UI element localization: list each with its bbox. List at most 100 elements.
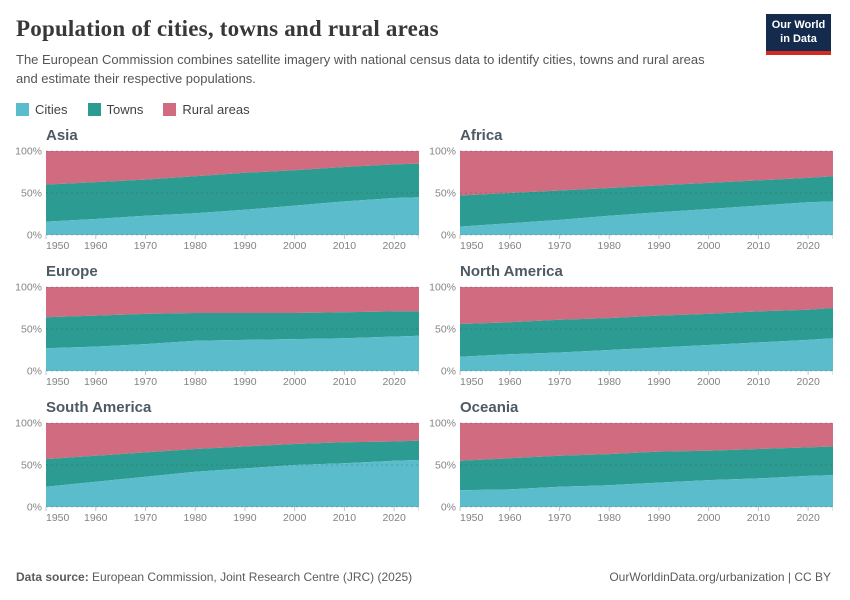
- x-tick-label: 1990: [647, 240, 671, 251]
- x-tick-label: 1980: [184, 376, 208, 387]
- panel-africa: Africa 0% 50% 100% 1950 1960 1970 1980 1990 2000 2…: [430, 121, 833, 251]
- y-tick-label: 100%: [16, 147, 42, 158]
- x-tick-label: 1970: [548, 512, 572, 523]
- chart-north-america: 0% 50% 100% 1950 1960 1970 1980 1990 2000 2010 202…: [430, 283, 833, 387]
- chart-africa: 0% 50% 100% 1950 1960 1970 1980 1990 2000 2010 202…: [430, 147, 833, 251]
- x-tick-label: 1950: [460, 240, 484, 251]
- x-tick-label: 2000: [697, 512, 721, 523]
- y-tick-label: 50%: [21, 187, 42, 199]
- legend-swatch: [87, 102, 101, 116]
- x-tick-label: 2000: [283, 376, 307, 387]
- legend-label: Cities: [35, 101, 68, 117]
- footer-link[interactable]: OurWorldinData.org/urbanization: [609, 570, 785, 584]
- x-tick-label: 2020: [382, 512, 406, 523]
- x-tick-label: 2010: [333, 512, 357, 523]
- panel-title-south-america: South America: [46, 398, 152, 416]
- x-tick-label: 1960: [498, 240, 522, 251]
- y-tick-label: 0%: [27, 501, 42, 513]
- charts-grid: Asia 0% 50% 100% 1950 1960 1970 1980 1990 2000 201…: [16, 121, 833, 529]
- x-tick-label: 1990: [233, 376, 257, 387]
- x-tick-label: 2010: [747, 240, 771, 251]
- x-tick-label: 1970: [548, 376, 572, 387]
- x-tick-label: 1990: [647, 376, 671, 387]
- y-tick-label: 0%: [27, 229, 42, 241]
- legend-item-rural-areas: Rural areas: [163, 101, 250, 117]
- x-tick-label: 2010: [747, 512, 771, 523]
- x-tick-label: 1950: [460, 376, 484, 387]
- y-tick-label: 50%: [21, 323, 42, 335]
- y-tick-label: 0%: [441, 365, 456, 377]
- header-text: Population of cities, towns and rural ar…: [16, 12, 711, 102]
- panel-title-asia: Asia: [46, 126, 78, 144]
- x-tick-label: 1950: [460, 512, 484, 523]
- x-tick-label: 2020: [796, 240, 820, 251]
- x-tick-label: 1970: [548, 240, 572, 251]
- owid-logo: Our World in Data: [766, 14, 831, 55]
- chart-asia: 0% 50% 100% 1950 1960 1970 1980 1990 2000 2010 202…: [16, 147, 419, 251]
- panel-title-north-america: North America: [460, 262, 563, 280]
- panel-north-america: North America 0% 50% 100% 1950 1960 1970 1980 19…: [430, 257, 833, 387]
- chart-europe: 0% 50% 100% 1950 1960 1970 1980 1990 2000 2010 202…: [16, 283, 419, 387]
- x-tick-label: 2000: [283, 512, 307, 523]
- x-tick-label: 2000: [697, 376, 721, 387]
- y-tick-label: 50%: [435, 187, 456, 199]
- y-tick-label: 100%: [430, 419, 456, 430]
- panel-asia: Asia 0% 50% 100% 1950 1960 1970 1980 1990 2000 201…: [16, 121, 419, 251]
- page-subtitle: The European Commission combines satelli…: [16, 52, 705, 86]
- legend-swatch: [16, 102, 29, 116]
- footer: Data source: European Commission, Joint …: [16, 564, 831, 600]
- y-tick-label: 50%: [21, 459, 42, 471]
- x-tick-label: 1990: [233, 512, 257, 523]
- panel-title-europe: Europe: [46, 262, 98, 280]
- x-tick-label: 1980: [598, 512, 622, 523]
- y-tick-label: 0%: [441, 229, 456, 241]
- header: Population of cities, towns and rural ar…: [16, 12, 831, 102]
- x-tick-label: 1970: [134, 512, 158, 523]
- chart-oceania: 0% 50% 100% 1950 1960 1970 1980 1990 2000 2010 202…: [430, 419, 833, 523]
- x-tick-label: 1970: [134, 240, 158, 251]
- footer-license: | CC BY: [784, 570, 831, 584]
- legend-item-cities: Cities: [16, 102, 68, 117]
- x-tick-label: 1980: [598, 376, 622, 387]
- legend-item-towns: Towns: [87, 102, 143, 117]
- panel-title-oceania: Oceania: [460, 398, 519, 416]
- owid-logo-line1: Our World: [771, 19, 826, 32]
- y-tick-label: 50%: [435, 459, 456, 471]
- x-tick-label: 1990: [647, 512, 671, 523]
- y-tick-label: 0%: [27, 365, 42, 377]
- y-tick-label: 100%: [16, 419, 42, 430]
- panel-europe: Europe 0% 50% 100% 1950 1960 1970 1980 1990 2000 2…: [16, 257, 419, 387]
- x-tick-label: 1960: [84, 376, 108, 387]
- legend-swatch: [163, 102, 177, 116]
- legend-label: Rural areas: [182, 101, 250, 117]
- x-tick-label: 1980: [184, 512, 208, 523]
- data-source-label: Data source:: [16, 570, 89, 584]
- x-tick-label: 1970: [134, 376, 158, 387]
- y-tick-label: 100%: [16, 283, 42, 294]
- x-tick-label: 1990: [233, 240, 257, 251]
- x-tick-label: 2020: [382, 240, 406, 251]
- x-tick-label: 1950: [46, 512, 70, 523]
- panel-title-africa: Africa: [460, 126, 503, 144]
- x-tick-label: 1960: [84, 240, 108, 251]
- x-tick-label: 2010: [333, 376, 357, 387]
- panel-south-america: South America 0% 50% 100% 1950 1960 1970 1980 19…: [16, 393, 419, 523]
- panel-oceania: Oceania 0% 50% 100% 1950 1960 1970 1980 1990 2000…: [430, 393, 833, 523]
- x-tick-label: 2020: [796, 376, 820, 387]
- x-tick-label: 1950: [46, 240, 70, 251]
- x-tick-label: 2010: [333, 240, 357, 251]
- y-tick-label: 0%: [441, 501, 456, 513]
- y-tick-label: 50%: [435, 323, 456, 335]
- x-tick-label: 2020: [382, 376, 406, 387]
- x-tick-label: 2020: [796, 512, 820, 523]
- data-source-text: European Commission, Joint Research Cent…: [88, 570, 413, 584]
- x-tick-label: 1960: [498, 512, 522, 523]
- owid-logo-line2: in Data: [780, 32, 817, 45]
- legend: Cities Towns Rural areas: [16, 102, 831, 117]
- x-tick-label: 1950: [46, 376, 70, 387]
- x-tick-label: 2000: [697, 240, 721, 251]
- chart-south-america: 0% 50% 100% 1950 1960 1970 1980 1990 2000 2010 202…: [16, 419, 419, 523]
- y-tick-label: 100%: [430, 283, 456, 294]
- x-tick-label: 1980: [598, 240, 622, 251]
